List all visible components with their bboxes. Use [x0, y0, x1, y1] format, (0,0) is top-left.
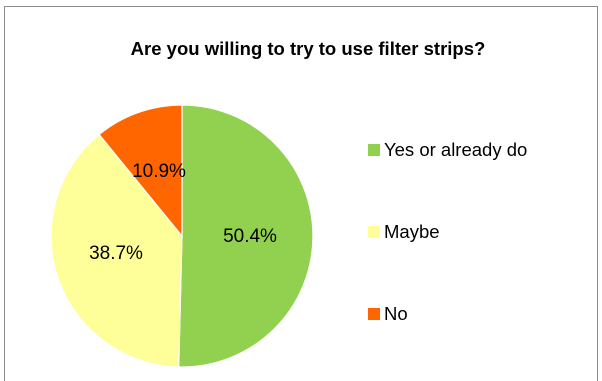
chart-title: Are you willing to try to use filter str… — [131, 38, 486, 59]
legend-label: Maybe — [384, 221, 440, 242]
legend-label: Yes or already do — [384, 139, 527, 160]
legend-swatch — [368, 226, 380, 238]
pie-data-labels: 50.4% 38.7% 10.9% — [89, 161, 277, 264]
pie-slice-maybe — [50, 133, 183, 368]
legend-swatch — [368, 144, 380, 156]
legend-swatch — [368, 308, 380, 320]
legend-label: No — [384, 303, 408, 324]
pie-slice-no — [98, 104, 183, 238]
pie-slices — [50, 104, 314, 368]
data-label: 50.4% — [223, 226, 277, 247]
data-label: 38.7% — [89, 243, 143, 264]
legend: Yes or already do Maybe No — [368, 139, 527, 324]
data-label: 10.9% — [132, 161, 186, 182]
pie-slice-yes-or-already-do — [178, 104, 314, 368]
